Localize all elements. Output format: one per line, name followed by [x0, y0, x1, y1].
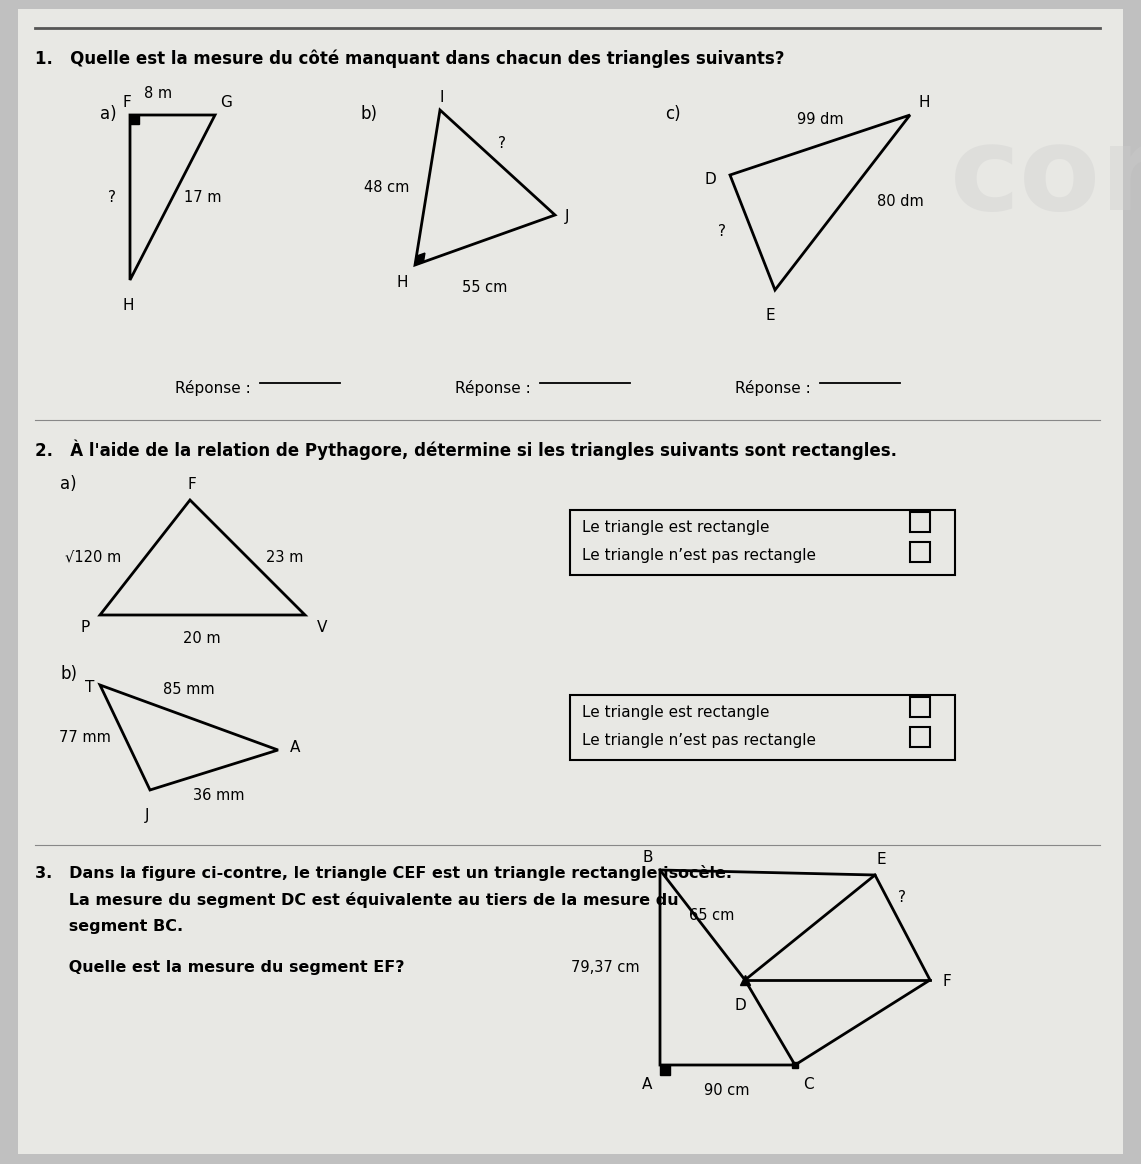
Text: 99 dm: 99 dm	[796, 112, 843, 127]
Text: 2.   À l'aide de la relation de Pythagore, détermine si les triangles suivants s: 2. À l'aide de la relation de Pythagore,…	[35, 440, 897, 461]
Text: ?: ?	[108, 190, 116, 205]
Text: ?: ?	[898, 890, 906, 904]
Text: c): c)	[665, 105, 681, 123]
Text: 55 cm: 55 cm	[462, 281, 508, 294]
Text: √120 m: √120 m	[65, 549, 121, 565]
Text: b): b)	[361, 105, 377, 123]
Polygon shape	[130, 115, 139, 125]
Bar	[911, 728, 930, 747]
Text: A: A	[290, 740, 300, 755]
Text: Le triangle n’est pas rectangle: Le triangle n’est pas rectangle	[582, 548, 816, 563]
Text: H: H	[122, 298, 133, 313]
Text: a): a)	[60, 475, 76, 494]
Text: Le triangle est rectangle: Le triangle est rectangle	[582, 705, 769, 721]
Text: 48 cm: 48 cm	[364, 179, 410, 194]
Text: cor: cor	[950, 120, 1141, 235]
Text: a): a)	[100, 105, 116, 123]
Text: 90 cm: 90 cm	[704, 1083, 750, 1098]
Text: Quelle est la mesure du segment EF?: Quelle est la mesure du segment EF?	[35, 960, 405, 975]
Bar	[659, 1065, 670, 1076]
Text: E: E	[877, 852, 887, 867]
Polygon shape	[415, 253, 424, 265]
Text: J: J	[565, 210, 569, 225]
Text: C: C	[803, 1077, 814, 1092]
Bar	[911, 697, 930, 717]
Text: 80 dm: 80 dm	[877, 194, 924, 210]
Text: Le triangle n’est pas rectangle: Le triangle n’est pas rectangle	[582, 733, 816, 748]
Text: P: P	[80, 620, 89, 636]
Text: 36 mm: 36 mm	[193, 788, 245, 803]
Text: V: V	[317, 620, 327, 636]
Text: 17 m: 17 m	[184, 190, 221, 205]
Text: H: H	[919, 95, 930, 111]
Text: E: E	[766, 308, 775, 322]
Text: 79,37 cm: 79,37 cm	[570, 959, 639, 974]
Bar	[911, 512, 930, 532]
Text: Le triangle est rectangle: Le triangle est rectangle	[582, 520, 769, 535]
Text: La mesure du segment DC est équivalente au tiers de la mesure du: La mesure du segment DC est équivalente …	[35, 892, 679, 908]
Text: segment BC.: segment BC.	[35, 920, 183, 934]
Text: F: F	[187, 477, 196, 492]
Text: 3.   Dans la figure ci-contre, le triangle CEF est un triangle rectangle isocèle: 3. Dans la figure ci-contre, le triangle…	[35, 865, 733, 881]
Text: 77 mm: 77 mm	[59, 730, 111, 745]
Text: T: T	[84, 680, 95, 695]
Text: A: A	[642, 1077, 653, 1092]
Text: Réponse :: Réponse :	[175, 379, 256, 396]
Text: I: I	[439, 90, 444, 105]
Text: F: F	[122, 95, 131, 111]
Bar	[911, 542, 930, 562]
Text: 8 m: 8 m	[144, 86, 172, 101]
Text: B: B	[642, 850, 653, 865]
Text: F: F	[942, 974, 950, 989]
Text: G: G	[220, 95, 232, 111]
Text: D: D	[734, 998, 746, 1013]
Bar	[570, 510, 955, 575]
Text: b): b)	[60, 665, 76, 683]
Text: 85 mm: 85 mm	[163, 682, 215, 697]
Text: H: H	[397, 275, 408, 290]
Text: 65 cm: 65 cm	[689, 908, 735, 923]
Text: D: D	[705, 172, 717, 187]
Text: 20 m: 20 m	[184, 631, 221, 646]
Text: 23 m: 23 m	[266, 549, 304, 565]
Text: 1.   Quelle est la mesure du côté manquant dans chacun des triangles suivants?: 1. Quelle est la mesure du côté manquant…	[35, 50, 785, 69]
Text: ?: ?	[718, 225, 726, 240]
Text: ?: ?	[497, 136, 505, 151]
Bar	[570, 695, 955, 760]
Text: Réponse :: Réponse :	[735, 379, 816, 396]
Text: Réponse :: Réponse :	[455, 379, 535, 396]
Text: J: J	[145, 808, 149, 823]
